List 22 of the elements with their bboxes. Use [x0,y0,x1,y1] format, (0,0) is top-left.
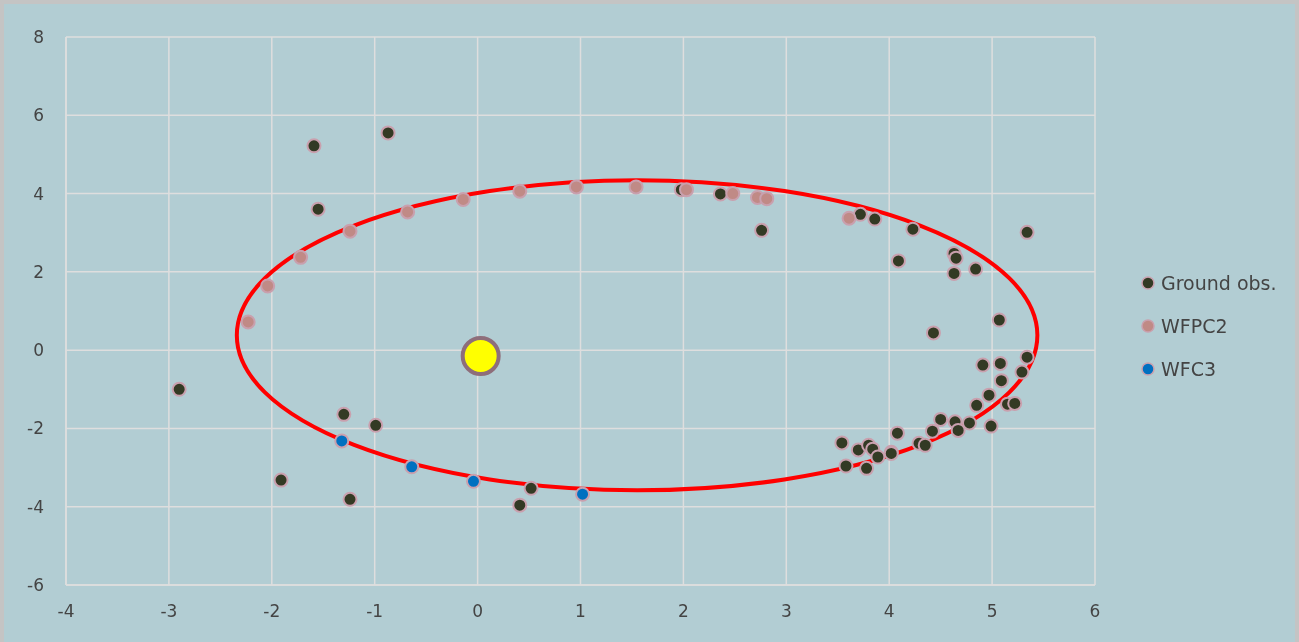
y-tick-label: 8 [33,27,44,47]
x-tick-label: 6 [1089,601,1101,621]
y-tick-label: -6 [27,575,44,595]
x-tick-label: -3 [160,601,178,621]
x-tick-label: 1 [575,601,586,621]
x-tick-label: -2 [263,601,281,621]
x-tick-label: 4 [883,601,895,621]
x-tick-label: 5 [986,601,998,621]
legend-label: Ground obs. [1161,272,1277,294]
y-tick-label: 0 [33,340,44,361]
x-tick-label: 3 [780,601,792,621]
y-tick-label: -4 [27,496,44,517]
legend-label: WFPC2 [1161,315,1228,337]
y-tick-label: 4 [33,183,44,204]
y-tick-label: -2 [27,418,44,439]
legend-label: WFC3 [1161,358,1217,380]
x-tick-label: -4 [57,601,75,621]
x-tick-label: 0 [472,601,484,621]
y-tick-label: 2 [33,261,44,282]
x-tick-label: 2 [677,601,689,621]
x-tick-label: -1 [366,601,384,621]
y-tick-label: 6 [33,105,44,126]
